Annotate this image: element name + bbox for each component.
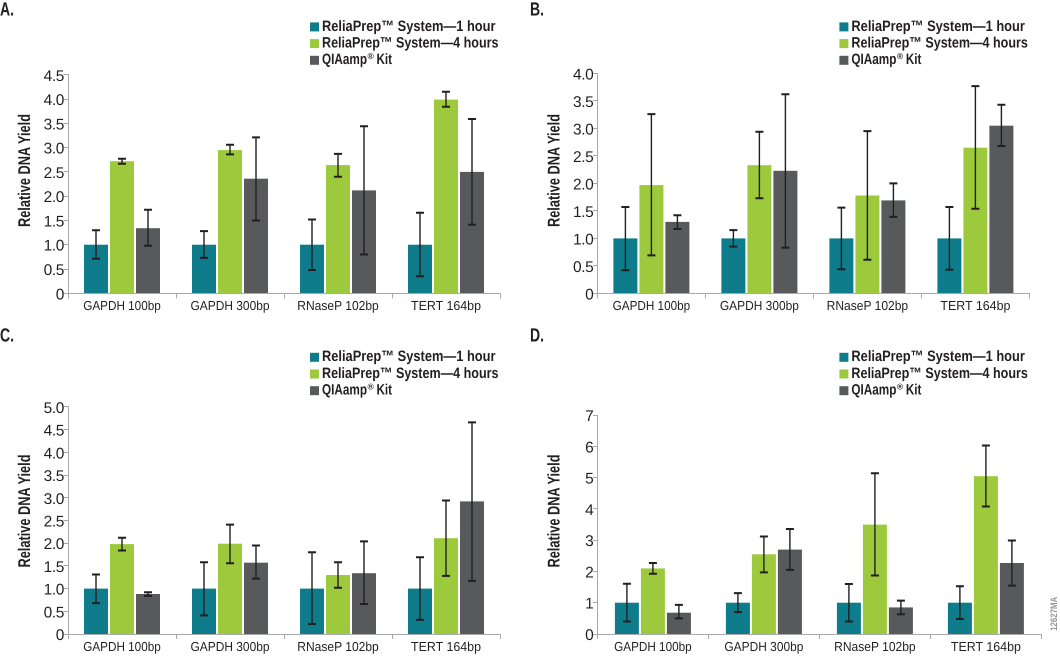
svg-text:GAPDH 100bp: GAPDH 100bp bbox=[613, 298, 691, 313]
svg-text:ReliaPrep™ System—4 hours: ReliaPrep™ System—4 hours bbox=[851, 35, 1028, 52]
svg-text:®: ® bbox=[897, 381, 904, 391]
svg-text:1.0: 1.0 bbox=[44, 238, 65, 255]
svg-text:4: 4 bbox=[585, 502, 594, 519]
svg-text:Relative DNA Yield: Relative DNA Yield bbox=[15, 455, 34, 568]
svg-text:0: 0 bbox=[585, 286, 594, 303]
svg-text:GAPDH 100bp: GAPDH 100bp bbox=[83, 298, 161, 313]
svg-text:1.5: 1.5 bbox=[573, 204, 593, 221]
svg-text:GAPDH 300bp: GAPDH 300bp bbox=[724, 639, 803, 654]
svg-text:Kit: Kit bbox=[377, 382, 393, 399]
svg-text:RNaseP 102bp: RNaseP 102bp bbox=[834, 639, 916, 654]
svg-text:C.: C. bbox=[0, 326, 14, 347]
svg-text:1.5: 1.5 bbox=[44, 559, 64, 576]
svg-text:7: 7 bbox=[585, 408, 593, 425]
svg-text:ReliaPrep™ System—1 hour: ReliaPrep™ System—1 hour bbox=[322, 18, 496, 35]
svg-text:Relative DNA Yield: Relative DNA Yield bbox=[544, 455, 563, 568]
svg-text:Kit: Kit bbox=[377, 51, 393, 68]
svg-text:2.0: 2.0 bbox=[44, 189, 65, 206]
svg-text:3.5: 3.5 bbox=[573, 94, 593, 111]
svg-text:ReliaPrep™ System—1 hour: ReliaPrep™ System—1 hour bbox=[322, 348, 496, 365]
svg-text:6: 6 bbox=[585, 440, 593, 457]
svg-text:4.0: 4.0 bbox=[44, 445, 65, 462]
svg-text:2.0: 2.0 bbox=[573, 176, 594, 193]
svg-text:GAPDH 100bp: GAPDH 100bp bbox=[614, 639, 692, 654]
svg-text:ReliaPrep™ System—1 hour: ReliaPrep™ System—1 hour bbox=[851, 348, 1025, 365]
svg-text:2.5: 2.5 bbox=[44, 514, 64, 531]
svg-text:RNaseP 102bp: RNaseP 102bp bbox=[297, 298, 379, 313]
svg-text:A.: A. bbox=[0, 0, 14, 20]
svg-text:Relative DNA Yield: Relative DNA Yield bbox=[544, 114, 563, 227]
svg-text:3.5: 3.5 bbox=[44, 468, 64, 485]
svg-text:12627MA: 12627MA bbox=[1049, 597, 1060, 631]
svg-text:3.0: 3.0 bbox=[44, 141, 65, 158]
svg-text:0.5: 0.5 bbox=[44, 604, 64, 621]
svg-text:0.5: 0.5 bbox=[573, 259, 593, 276]
svg-text:GAPDH 300bp: GAPDH 300bp bbox=[720, 298, 799, 313]
svg-text:4.0: 4.0 bbox=[44, 92, 65, 109]
svg-text:5: 5 bbox=[585, 471, 593, 488]
svg-text:3.5: 3.5 bbox=[44, 116, 64, 133]
svg-text:1: 1 bbox=[585, 596, 593, 613]
svg-text:B.: B. bbox=[530, 0, 544, 20]
svg-text:®: ® bbox=[897, 51, 904, 61]
svg-text:1.0: 1.0 bbox=[573, 231, 594, 248]
svg-text:2: 2 bbox=[585, 565, 593, 582]
svg-text:ReliaPrep™ System—4 hours: ReliaPrep™ System—4 hours bbox=[851, 365, 1028, 382]
svg-text:1.5: 1.5 bbox=[44, 214, 64, 231]
svg-text:QIAamp: QIAamp bbox=[322, 51, 367, 68]
svg-text:2.5: 2.5 bbox=[573, 149, 593, 166]
svg-text:0: 0 bbox=[56, 627, 65, 644]
svg-text:®: ® bbox=[368, 51, 375, 61]
svg-text:4.5: 4.5 bbox=[44, 423, 64, 440]
svg-text:0: 0 bbox=[585, 627, 594, 644]
svg-text:2.0: 2.0 bbox=[44, 536, 65, 553]
svg-text:TERT 164bp: TERT 164bp bbox=[411, 639, 481, 654]
svg-text:0: 0 bbox=[56, 286, 65, 303]
svg-text:®: ® bbox=[368, 381, 375, 391]
svg-text:Kit: Kit bbox=[906, 51, 922, 68]
svg-text:GAPDH 300bp: GAPDH 300bp bbox=[191, 639, 270, 654]
svg-text:GAPDH 100bp: GAPDH 100bp bbox=[83, 639, 161, 654]
svg-text:TERT 164bp: TERT 164bp bbox=[940, 298, 1010, 313]
svg-text:5.0: 5.0 bbox=[44, 400, 65, 417]
svg-text:RNaseP 102bp: RNaseP 102bp bbox=[297, 639, 379, 654]
svg-text:Relative DNA Yield: Relative DNA Yield bbox=[15, 114, 34, 227]
svg-text:ReliaPrep™ System—4 hours: ReliaPrep™ System—4 hours bbox=[322, 35, 499, 52]
svg-text:TERT 164bp: TERT 164bp bbox=[951, 639, 1021, 654]
svg-text:3.0: 3.0 bbox=[44, 491, 65, 508]
svg-text:TERT 164bp: TERT 164bp bbox=[411, 298, 481, 313]
svg-text:4.0: 4.0 bbox=[573, 66, 594, 83]
svg-text:QIAamp: QIAamp bbox=[851, 382, 896, 399]
svg-text:1.0: 1.0 bbox=[44, 582, 65, 599]
svg-text:GAPDH 300bp: GAPDH 300bp bbox=[191, 298, 270, 313]
svg-text:QIAamp: QIAamp bbox=[322, 382, 367, 399]
svg-text:ReliaPrep™ System—4 hours: ReliaPrep™ System—4 hours bbox=[322, 365, 499, 382]
svg-text:4.5: 4.5 bbox=[44, 68, 64, 85]
svg-text:3: 3 bbox=[585, 533, 593, 550]
svg-text:QIAamp: QIAamp bbox=[851, 51, 896, 68]
svg-text:Kit: Kit bbox=[906, 382, 922, 399]
svg-text:3.0: 3.0 bbox=[573, 121, 594, 138]
svg-text:2.5: 2.5 bbox=[44, 165, 64, 182]
svg-text:0.5: 0.5 bbox=[44, 262, 64, 279]
svg-text:ReliaPrep™ System—1 hour: ReliaPrep™ System—1 hour bbox=[851, 18, 1025, 35]
svg-text:RNaseP 102bp: RNaseP 102bp bbox=[827, 298, 909, 313]
svg-text:D.: D. bbox=[530, 326, 544, 347]
